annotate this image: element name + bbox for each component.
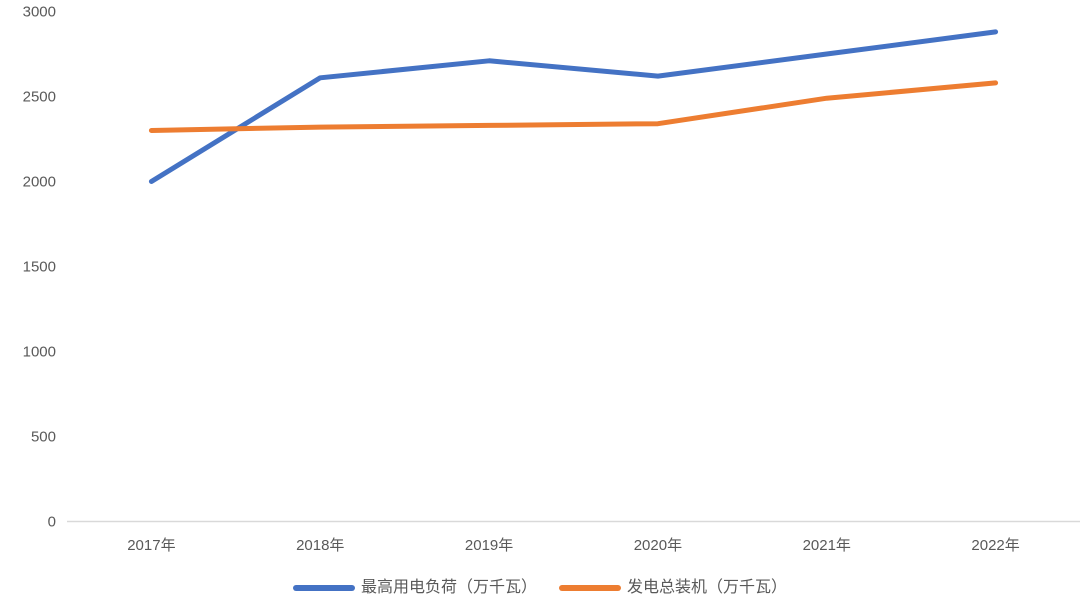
legend-swatch-max-load — [292, 585, 355, 591]
y-axis-tick-label: 2000 — [23, 174, 56, 191]
y-axis-tick-label: 1500 — [23, 259, 56, 276]
legend-swatch-installed-capacity — [559, 585, 621, 591]
legend-item-installed-capacity: 发电总装机（万千瓦） — [559, 577, 787, 599]
x-axis-tick-label: 2018年 — [296, 537, 344, 554]
legend-item-max-load: 最高用电负荷（万千瓦） — [292, 577, 537, 599]
legend-label-installed-capacity: 发电总装机（万千瓦） — [627, 579, 788, 596]
legend-label-max-load: 最高用电负荷（万千瓦） — [360, 579, 537, 596]
x-axis-tick-label: 2021年 — [803, 537, 851, 554]
y-axis-tick-label: 1000 — [23, 344, 56, 361]
series-line-installed-capacity — [148, 80, 999, 133]
y-axis-tick-label: 2500 — [23, 89, 56, 106]
x-axis-tick-label: 2020年 — [634, 537, 682, 554]
series-line-max-load — [148, 29, 999, 184]
y-axis-tick-label: 0 — [48, 514, 56, 531]
x-axis-tick-label: 2019年 — [465, 537, 513, 554]
x-axis-tick-label: 2017年 — [127, 537, 175, 554]
chart-legend: 最高用电负荷（万千瓦） 发电总装机（万千瓦） — [0, 577, 1080, 599]
x-axis-tick-label: 2022年 — [971, 537, 1019, 554]
y-axis-tick-label: 500 — [31, 429, 56, 446]
y-axis-tick-label: 3000 — [23, 4, 56, 21]
